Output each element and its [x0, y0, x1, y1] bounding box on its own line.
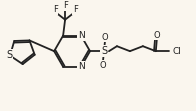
Text: Cl: Cl	[173, 47, 182, 56]
Text: F: F	[53, 5, 58, 14]
Text: S: S	[101, 46, 107, 56]
Text: F: F	[63, 1, 68, 10]
Text: O: O	[153, 31, 160, 40]
Text: O: O	[102, 33, 108, 42]
Text: S: S	[6, 50, 12, 60]
Text: F: F	[73, 5, 77, 14]
Text: O: O	[100, 61, 106, 70]
Text: N: N	[78, 31, 84, 40]
Text: N: N	[78, 62, 84, 71]
